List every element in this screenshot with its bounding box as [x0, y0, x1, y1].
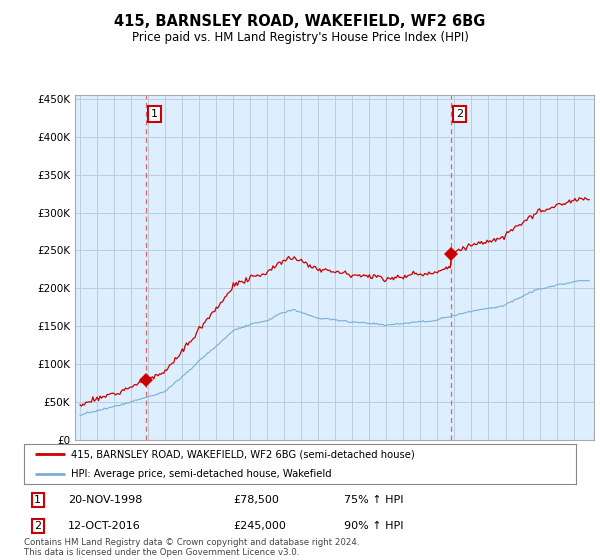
Text: £78,500: £78,500 — [234, 495, 280, 505]
Text: HPI: Average price, semi-detached house, Wakefield: HPI: Average price, semi-detached house,… — [71, 469, 332, 479]
Text: £245,000: £245,000 — [234, 521, 287, 531]
Text: 1: 1 — [34, 495, 41, 505]
Text: 20-NOV-1998: 20-NOV-1998 — [68, 495, 143, 505]
Text: 415, BARNSLEY ROAD, WAKEFIELD, WF2 6BG (semi-detached house): 415, BARNSLEY ROAD, WAKEFIELD, WF2 6BG (… — [71, 449, 415, 459]
Text: Price paid vs. HM Land Registry's House Price Index (HPI): Price paid vs. HM Land Registry's House … — [131, 31, 469, 44]
Text: 2: 2 — [34, 521, 41, 531]
Text: 1: 1 — [151, 109, 158, 119]
Text: 90% ↑ HPI: 90% ↑ HPI — [344, 521, 404, 531]
Text: 415, BARNSLEY ROAD, WAKEFIELD, WF2 6BG: 415, BARNSLEY ROAD, WAKEFIELD, WF2 6BG — [115, 14, 485, 29]
Text: 12-OCT-2016: 12-OCT-2016 — [68, 521, 141, 531]
Text: 2: 2 — [456, 109, 463, 119]
Text: Contains HM Land Registry data © Crown copyright and database right 2024.
This d: Contains HM Land Registry data © Crown c… — [24, 538, 359, 557]
Text: 75% ↑ HPI: 75% ↑ HPI — [344, 495, 404, 505]
